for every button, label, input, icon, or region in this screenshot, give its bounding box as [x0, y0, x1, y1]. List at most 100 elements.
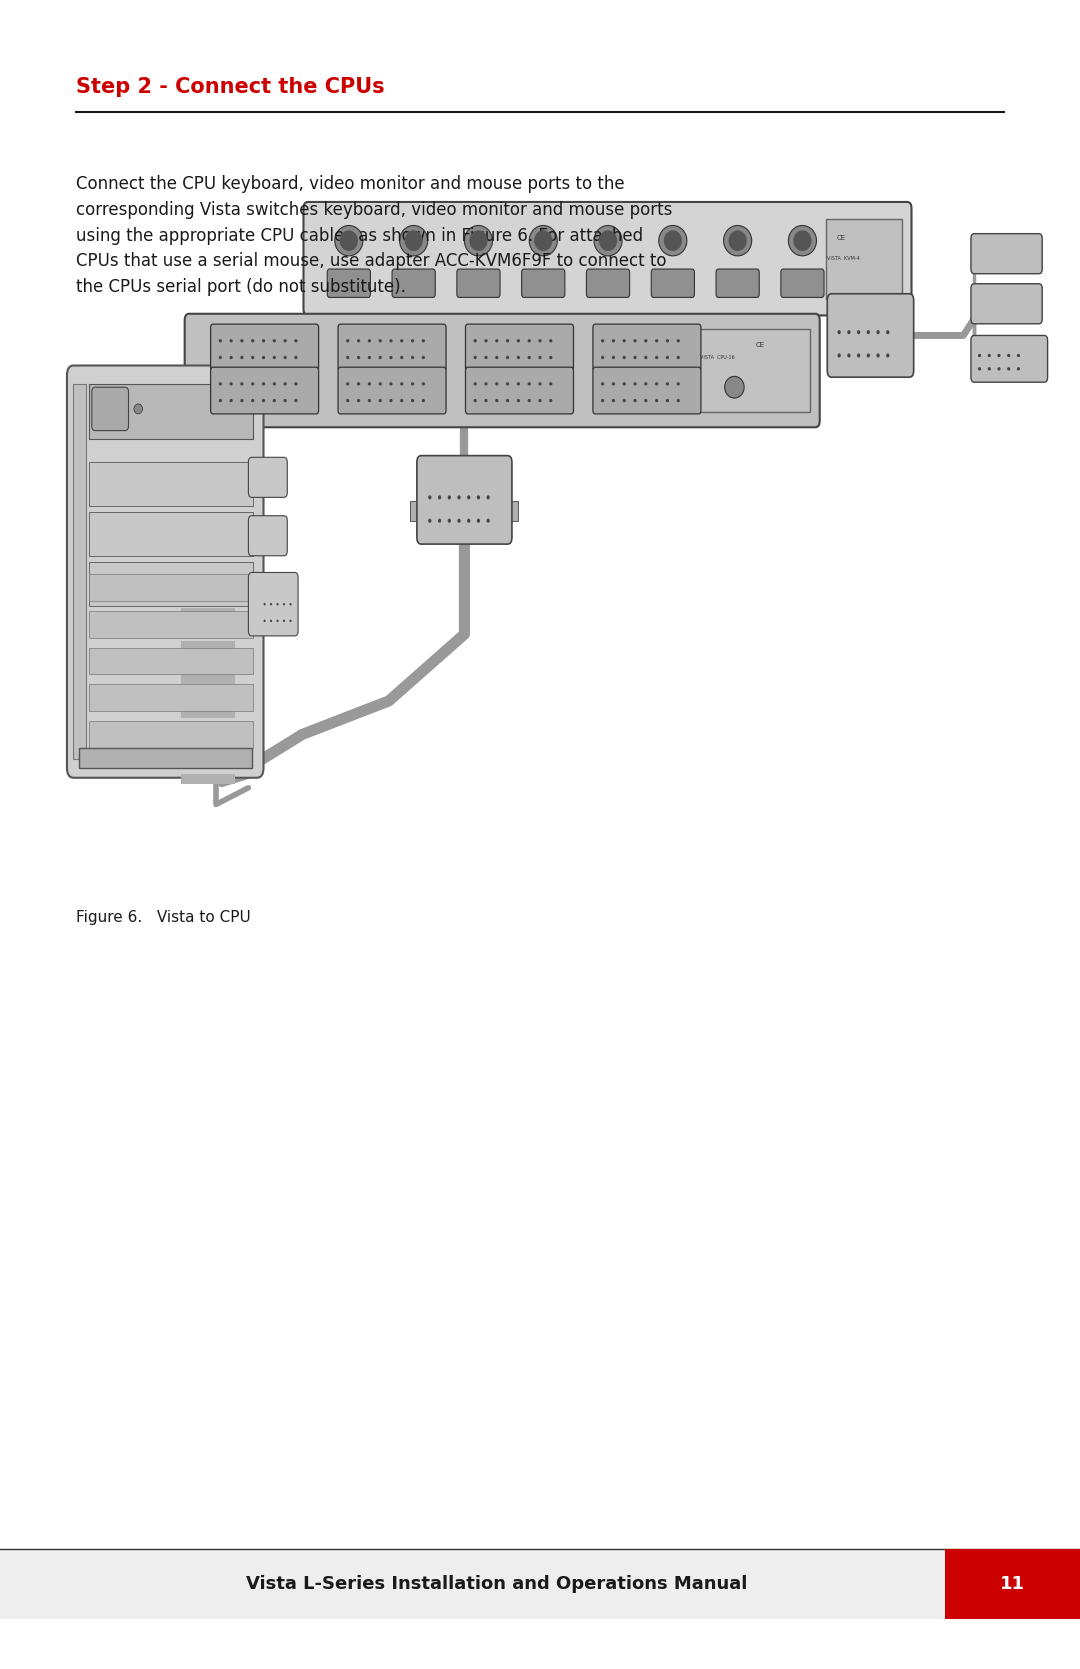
Ellipse shape	[251, 382, 255, 386]
FancyBboxPatch shape	[392, 269, 435, 297]
Ellipse shape	[264, 619, 266, 623]
Bar	[181, 624, 235, 634]
Ellipse shape	[405, 230, 422, 250]
Ellipse shape	[887, 354, 890, 357]
Ellipse shape	[484, 339, 487, 342]
Bar	[181, 708, 235, 718]
FancyBboxPatch shape	[417, 456, 512, 544]
Ellipse shape	[261, 399, 266, 402]
Ellipse shape	[410, 382, 414, 386]
Text: VISTA  KVM-4: VISTA KVM-4	[827, 257, 860, 260]
Ellipse shape	[622, 339, 626, 342]
Ellipse shape	[600, 339, 605, 342]
Ellipse shape	[654, 382, 659, 386]
Ellipse shape	[272, 382, 276, 386]
Ellipse shape	[516, 355, 521, 359]
Ellipse shape	[654, 339, 659, 342]
Ellipse shape	[367, 355, 372, 359]
FancyBboxPatch shape	[303, 202, 912, 315]
Ellipse shape	[600, 382, 605, 386]
Bar	[181, 591, 235, 601]
Ellipse shape	[367, 399, 372, 402]
Ellipse shape	[264, 603, 266, 606]
Ellipse shape	[356, 382, 360, 386]
Ellipse shape	[665, 399, 669, 402]
FancyBboxPatch shape	[67, 366, 264, 778]
Text: Figure 6.   Vista to CPU: Figure 6. Vista to CPU	[76, 910, 251, 925]
FancyBboxPatch shape	[327, 269, 370, 297]
Ellipse shape	[538, 382, 541, 386]
Ellipse shape	[600, 399, 605, 402]
Ellipse shape	[294, 355, 298, 359]
Bar	[79, 748, 252, 768]
Ellipse shape	[421, 355, 424, 359]
Ellipse shape	[794, 230, 811, 250]
Ellipse shape	[421, 399, 424, 402]
Ellipse shape	[549, 339, 552, 342]
Text: 11: 11	[999, 1576, 1025, 1592]
Ellipse shape	[428, 519, 432, 522]
FancyBboxPatch shape	[522, 269, 565, 297]
Ellipse shape	[549, 382, 552, 386]
Ellipse shape	[611, 355, 616, 359]
Ellipse shape	[421, 339, 424, 342]
Ellipse shape	[261, 339, 266, 342]
Bar	[89, 512, 253, 556]
Ellipse shape	[1007, 354, 1011, 357]
Ellipse shape	[527, 382, 530, 386]
Ellipse shape	[838, 354, 841, 357]
Ellipse shape	[410, 355, 414, 359]
FancyBboxPatch shape	[781, 269, 824, 297]
Ellipse shape	[251, 399, 255, 402]
Bar	[181, 741, 235, 751]
Ellipse shape	[410, 399, 414, 402]
Ellipse shape	[654, 399, 659, 402]
Bar	[945, 1549, 1080, 1619]
Ellipse shape	[229, 355, 233, 359]
Bar	[410, 501, 421, 521]
Ellipse shape	[283, 399, 287, 402]
Ellipse shape	[611, 339, 616, 342]
Text: Vista L-Series Installation and Operations Manual: Vista L-Series Installation and Operatio…	[246, 1576, 747, 1592]
Ellipse shape	[654, 355, 659, 359]
Ellipse shape	[665, 339, 669, 342]
Ellipse shape	[978, 354, 981, 357]
Ellipse shape	[272, 399, 276, 402]
Ellipse shape	[538, 339, 541, 342]
Bar	[508, 501, 518, 521]
Ellipse shape	[633, 382, 637, 386]
Ellipse shape	[665, 355, 669, 359]
Ellipse shape	[495, 339, 498, 342]
FancyBboxPatch shape	[465, 367, 573, 414]
FancyBboxPatch shape	[651, 269, 694, 297]
FancyBboxPatch shape	[457, 269, 500, 297]
Bar	[0, 1549, 1080, 1619]
Ellipse shape	[477, 519, 480, 522]
Ellipse shape	[729, 230, 746, 250]
FancyBboxPatch shape	[586, 269, 630, 297]
Ellipse shape	[473, 355, 476, 359]
Ellipse shape	[486, 519, 490, 522]
Ellipse shape	[400, 382, 403, 386]
Bar	[181, 674, 235, 684]
Ellipse shape	[378, 339, 382, 342]
Ellipse shape	[251, 339, 255, 342]
Ellipse shape	[600, 355, 605, 359]
FancyBboxPatch shape	[593, 324, 701, 371]
FancyBboxPatch shape	[593, 367, 701, 414]
Ellipse shape	[495, 382, 498, 386]
Ellipse shape	[356, 339, 360, 342]
FancyBboxPatch shape	[248, 572, 298, 636]
Ellipse shape	[356, 355, 360, 359]
Ellipse shape	[473, 339, 476, 342]
Ellipse shape	[527, 339, 530, 342]
Ellipse shape	[289, 603, 292, 606]
Ellipse shape	[134, 404, 143, 414]
Ellipse shape	[486, 496, 490, 499]
Ellipse shape	[378, 382, 382, 386]
Ellipse shape	[240, 339, 244, 342]
Ellipse shape	[1007, 367, 1011, 371]
Ellipse shape	[294, 339, 298, 342]
Ellipse shape	[346, 382, 349, 386]
Ellipse shape	[400, 355, 403, 359]
